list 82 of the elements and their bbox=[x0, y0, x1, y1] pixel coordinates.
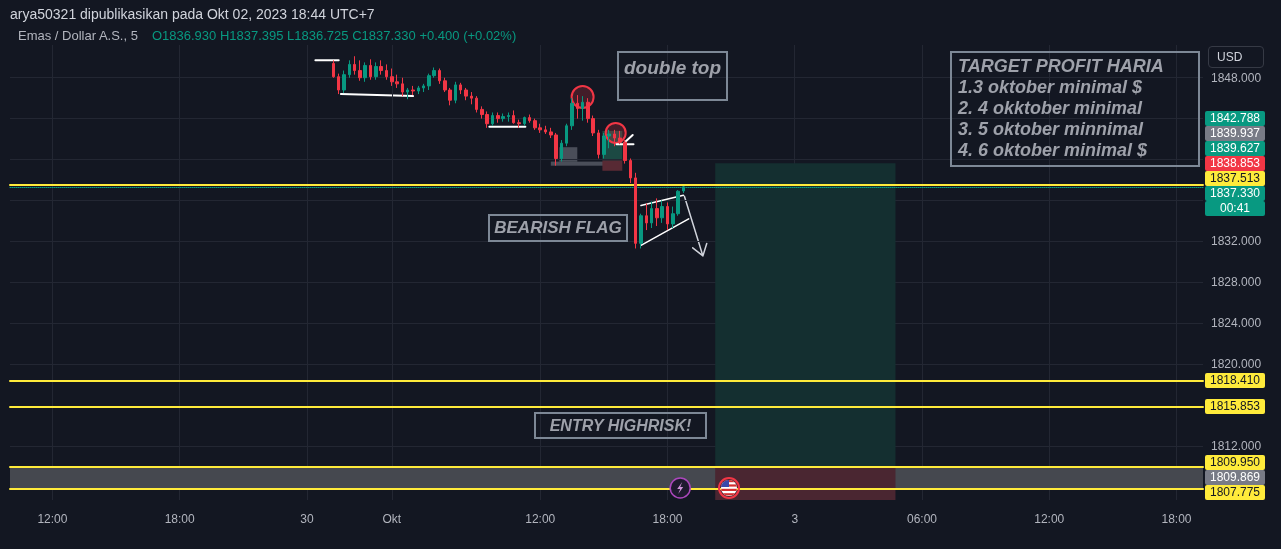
x-tick-label: 18:00 bbox=[652, 512, 683, 526]
candlestick bbox=[379, 59, 383, 76]
candlestick bbox=[528, 114, 531, 124]
candlestick bbox=[650, 200, 653, 229]
text: 1842.788 bbox=[1205, 111, 1265, 127]
text: 1809.869 bbox=[1205, 470, 1265, 486]
x-tick-label: 12:00 bbox=[37, 512, 68, 526]
y-tick-label: 1812.000 bbox=[1211, 438, 1262, 453]
x-tick-label: 18:00 bbox=[1161, 512, 1192, 526]
text: 1839.627 bbox=[1205, 141, 1265, 157]
candlestick bbox=[655, 197, 659, 227]
candlestick bbox=[411, 85, 415, 96]
candlestick bbox=[629, 157, 632, 184]
candlestick bbox=[422, 83, 425, 93]
candlestick bbox=[417, 85, 420, 95]
candlestick bbox=[385, 63, 388, 81]
y-tick-label: 1820.000 bbox=[1211, 357, 1262, 372]
candlestick bbox=[639, 213, 643, 249]
candlestick bbox=[438, 68, 441, 85]
annotation: TARGET PROFIT HARIA 1.3 oktober minimal $ 2. 4 okktober minimal 3. 5 oktober minnimal 4. 6 oktober minimal $ bbox=[950, 51, 1200, 167]
candlestick bbox=[475, 95, 478, 113]
candlestick bbox=[342, 70, 346, 94]
candlestick bbox=[491, 111, 494, 127]
chart-subtitle: O1836.930 H1837.395 L1836.725 C1837.330 +0.400 (+0.02%) bbox=[151, 27, 517, 45]
candlestick bbox=[353, 55, 356, 76]
candlestick bbox=[374, 61, 378, 81]
candlestick bbox=[369, 58, 372, 81]
x-tick-label: 18:00 bbox=[164, 512, 196, 526]
candlestick bbox=[565, 123, 568, 147]
candlestick bbox=[517, 119, 521, 129]
text: arya50321 dipublikasikan pada Okt 02, 2023 18:44 UTC+7 bbox=[10, 5, 375, 23]
x-tick-label: 12:00 bbox=[525, 512, 556, 526]
candlestick bbox=[332, 59, 335, 79]
candlestick bbox=[348, 59, 351, 79]
ref-line-label: 1807.775 bbox=[1205, 485, 1265, 501]
y-tick-label: 1828.000 bbox=[1211, 275, 1262, 290]
currency-button: USD bbox=[1208, 46, 1264, 68]
candlestick bbox=[464, 87, 468, 101]
x-tick-label: 12:00 bbox=[1034, 512, 1065, 526]
x-tick-label: 30 bbox=[300, 512, 314, 526]
candlestick bbox=[496, 111, 500, 124]
x-tick-label: 3 bbox=[791, 512, 799, 526]
y-tick-label: 1848.000 bbox=[1211, 70, 1262, 85]
candlestick bbox=[634, 172, 637, 249]
candlestick bbox=[337, 73, 340, 95]
candlestick bbox=[501, 113, 505, 123]
annotation: ENTRY HIGHRISK! bbox=[534, 412, 707, 439]
candlestick bbox=[507, 111, 510, 123]
candlestick bbox=[570, 97, 574, 131]
chart-title: Emas / Dollar A.S., 5 bbox=[18, 27, 138, 45]
candlestick bbox=[363, 61, 367, 83]
candlestick bbox=[597, 129, 600, 159]
y-tick-label: 1832.000 bbox=[1211, 234, 1262, 249]
text: 1839.937 bbox=[1205, 126, 1265, 142]
ref-line-label: 1815.853 bbox=[1205, 398, 1265, 414]
candlestick bbox=[576, 94, 579, 120]
candlestick bbox=[645, 202, 648, 231]
candlestick bbox=[523, 116, 526, 127]
annotation: BEARISH FLAG bbox=[488, 214, 628, 242]
ref-line-label: 1818.410 bbox=[1205, 372, 1265, 388]
candlestick bbox=[544, 125, 547, 135]
candlestick bbox=[401, 77, 404, 97]
candlestick bbox=[660, 199, 664, 224]
text: 00:41 bbox=[1205, 201, 1265, 217]
x-tick-label: 06:00 bbox=[906, 512, 938, 526]
x-tick-label: Okt bbox=[382, 512, 402, 526]
candlestick bbox=[406, 87, 409, 100]
text: 1838.853 bbox=[1205, 156, 1265, 172]
candlestick bbox=[470, 91, 473, 105]
candlestick bbox=[666, 201, 669, 231]
candlestick bbox=[512, 109, 515, 125]
candlestick bbox=[560, 139, 563, 163]
y-tick-label: 1824.000 bbox=[1211, 316, 1262, 331]
candlestick bbox=[459, 82, 462, 95]
candlestick bbox=[454, 81, 457, 104]
annotation: double top bbox=[617, 51, 728, 101]
candlestick bbox=[358, 59, 362, 82]
ref-line-label: 1837.513 bbox=[1205, 171, 1265, 187]
candlestick bbox=[613, 129, 616, 147]
candlestick bbox=[581, 95, 584, 122]
ref-line-label: 1837.330 bbox=[1205, 186, 1265, 202]
ref-line-label: 1809.950 bbox=[1205, 455, 1265, 471]
